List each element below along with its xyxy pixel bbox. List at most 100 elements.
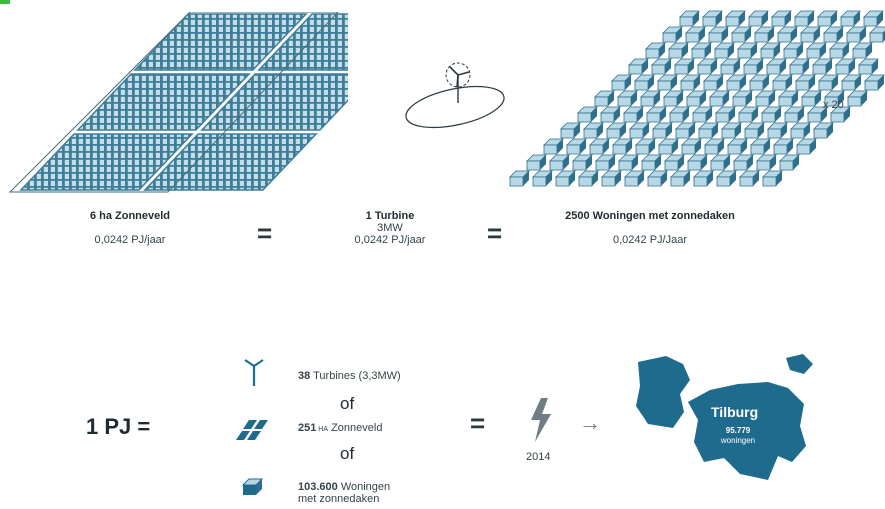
house-tile	[818, 74, 839, 91]
house-tile	[841, 74, 862, 91]
house-tile	[716, 170, 737, 187]
house-tile	[846, 26, 867, 43]
option-solar-unit: HA	[316, 426, 329, 433]
house-tile	[687, 154, 708, 171]
house-tile	[749, 74, 770, 91]
house-tile	[773, 138, 794, 155]
house-tile	[779, 154, 800, 171]
house-tile	[760, 42, 781, 59]
house-tile	[743, 58, 764, 75]
house-tile	[754, 26, 775, 43]
house-tile	[813, 122, 834, 139]
house-tile	[669, 106, 690, 123]
house-tile	[624, 170, 645, 187]
house-tile	[566, 138, 587, 155]
house-tile	[583, 122, 604, 139]
house-tile	[835, 58, 856, 75]
house-tile	[863, 10, 884, 27]
house-tile	[840, 10, 861, 27]
house-tile	[679, 10, 700, 27]
house-tile	[703, 74, 724, 91]
option-houses-text: Woningen	[337, 481, 391, 493]
city-count: 95.779	[725, 426, 751, 435]
solar-panel-icon	[236, 420, 268, 440]
house-tile	[628, 58, 649, 75]
house-tile	[721, 122, 742, 139]
houses-title: 2500 Woningen met zonnedaken	[565, 210, 735, 222]
house-tile	[823, 26, 844, 43]
house-tile	[686, 90, 707, 107]
solar-panel-block	[200, 73, 348, 131]
option-houses-count: 103.600	[298, 481, 338, 493]
house-tile	[795, 74, 816, 91]
house-tile	[668, 42, 689, 59]
house-tile	[771, 10, 792, 27]
house-tile	[681, 138, 702, 155]
house-tile	[606, 122, 627, 139]
house-tile	[618, 154, 639, 171]
wind-turbine-icon	[244, 359, 264, 386]
house-tile	[663, 90, 684, 107]
turbine-title: 1 Turbine	[365, 210, 415, 222]
house-tile	[612, 138, 633, 155]
house-tile	[847, 90, 868, 107]
solar-panel-block	[143, 133, 318, 191]
option-solar-text: Zonneveld	[328, 422, 383, 434]
solar-panel-block	[257, 13, 348, 71]
house-tile	[869, 26, 885, 43]
house-tile	[715, 106, 736, 123]
solar-field-value: 0,0242 PJ/jaar	[94, 234, 166, 246]
house-tile	[509, 170, 530, 187]
house-tile	[732, 90, 753, 107]
house-tile	[572, 154, 593, 171]
solar-field-illustration	[8, 12, 348, 193]
house-tile	[652, 122, 673, 139]
house-tile	[800, 26, 821, 43]
house-tile	[755, 90, 776, 107]
house-tile	[739, 170, 760, 187]
house-tile	[784, 106, 805, 123]
city-unit: woningen	[720, 436, 756, 445]
option-turbines-count: 38	[298, 370, 311, 382]
house-tile	[674, 58, 695, 75]
turbine-caption: 1 Turbine 3MW 0,0242 PJ/jaar	[325, 210, 455, 246]
house-tile	[658, 138, 679, 155]
house-tile	[641, 154, 662, 171]
house-tile	[772, 74, 793, 91]
house-tile	[577, 106, 598, 123]
house-tile	[864, 74, 885, 91]
house-tile	[692, 106, 713, 123]
house-tile	[555, 170, 576, 187]
house-tile	[777, 26, 798, 43]
house-icon	[241, 478, 264, 495]
house-tile	[824, 90, 845, 107]
house-tile	[611, 74, 632, 91]
house-tile	[526, 154, 547, 171]
house-tile	[578, 170, 599, 187]
house-tile	[794, 10, 815, 27]
house-tile	[725, 10, 746, 27]
house-tile	[623, 106, 644, 123]
wind-turbine-illustration	[405, 62, 505, 129]
solar-panel-block	[19, 133, 194, 191]
house-tile	[709, 90, 730, 107]
house-tile	[738, 106, 759, 123]
house-tile	[762, 170, 783, 187]
house-tile	[543, 138, 564, 155]
house-tile	[801, 90, 822, 107]
house-tile	[698, 122, 719, 139]
house-tile	[634, 74, 655, 91]
house-tile	[806, 42, 827, 59]
house-tile	[748, 10, 769, 27]
house-tile	[714, 42, 735, 59]
house-tile	[756, 154, 777, 171]
house-tile	[731, 26, 752, 43]
house-tile	[691, 42, 712, 59]
house-tile	[778, 90, 799, 107]
solar-panel-block	[76, 73, 251, 131]
house-tile	[657, 74, 678, 91]
house-tile	[790, 122, 811, 139]
house-tile	[640, 90, 661, 107]
house-tile	[767, 122, 788, 139]
arrow-icon: →	[579, 410, 601, 435]
